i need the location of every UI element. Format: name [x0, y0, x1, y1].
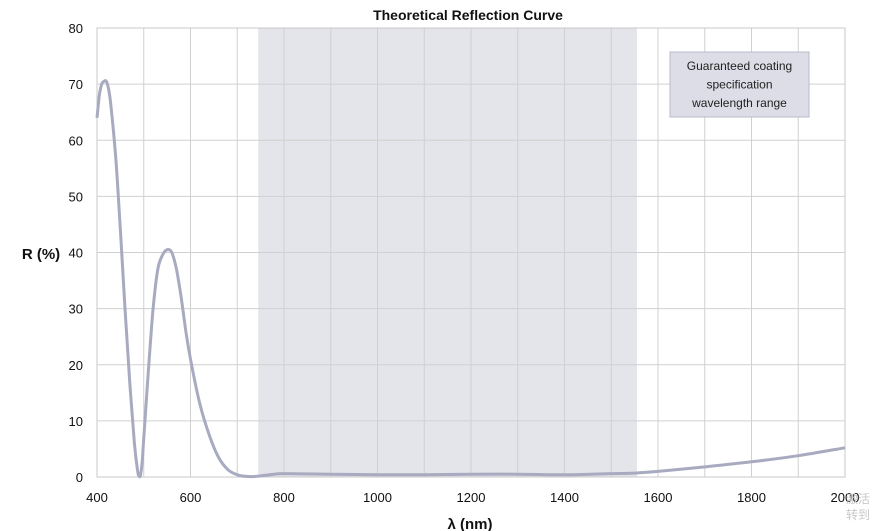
specification-note-line: wavelength range	[691, 96, 787, 110]
grid-layer	[96, 27, 846, 478]
y-tick-label: 30	[69, 302, 83, 317]
x-tick-label: 2000	[831, 490, 860, 505]
x-tick-label: 400	[86, 490, 108, 505]
specification-note-line: specification	[706, 78, 772, 92]
specification-note-line: Guaranteed coating	[687, 59, 792, 73]
x-tick-label: 800	[273, 490, 295, 505]
x-tick-label: 1000	[363, 490, 392, 505]
y-tick-label: 40	[69, 246, 83, 261]
y-tick-label: 20	[69, 358, 83, 373]
y-tick-label: 70	[69, 77, 83, 92]
watermark-line-2: 转到	[845, 508, 870, 522]
series-layer	[95, 79, 846, 479]
plot-frame	[96, 27, 846, 478]
specification-note: Guaranteed coating specification wavelengt…	[669, 51, 810, 118]
watermark: 激活 转到	[843, 491, 873, 523]
specification-note-box	[669, 51, 810, 118]
x-tick-label: 1200	[457, 490, 486, 505]
chart-title: Theoretical Reflection Curve	[373, 7, 563, 23]
y-tick-label: 10	[69, 414, 83, 429]
x-tick-label: 600	[180, 490, 202, 505]
y-axis-label: R (%)	[22, 246, 60, 263]
y-tick-label: 60	[69, 133, 83, 148]
watermark-line-1: 激活	[845, 492, 870, 506]
y-tick-label: 0	[76, 470, 83, 485]
x-tick-label: 1400	[550, 490, 579, 505]
reflection-series-line	[95, 79, 846, 479]
y-tick-label: 80	[69, 21, 83, 36]
y-tick-label: 50	[69, 189, 83, 204]
tick-layer: 400 600 800 1000 1200 1400 1600 1800 2000 0 10 20 30…	[69, 21, 860, 505]
x-tick-label: 1600	[644, 490, 673, 505]
x-tick-label: 1800	[737, 490, 766, 505]
x-axis-label: λ (nm)	[448, 516, 493, 531]
